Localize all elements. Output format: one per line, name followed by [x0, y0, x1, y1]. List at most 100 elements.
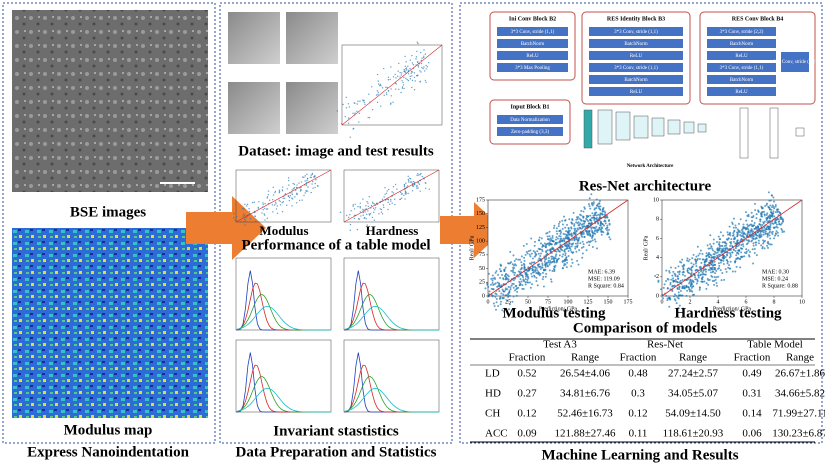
scatter-dot — [398, 88, 400, 90]
scatter-dot — [523, 268, 526, 271]
scatter-dot — [286, 188, 288, 190]
scatter-dot — [693, 274, 696, 277]
scatter-dot — [486, 282, 489, 285]
scatter-dot — [595, 214, 598, 217]
scatter-dot — [350, 210, 352, 212]
scatter-dot — [545, 261, 548, 264]
scatter-dot — [491, 279, 494, 282]
scatter-dot — [565, 256, 568, 259]
scatter-dot — [752, 230, 755, 233]
scatter-dot — [545, 272, 548, 275]
scatter-dot — [275, 208, 278, 210]
scatter-dot — [550, 258, 553, 261]
scatter-dot — [597, 213, 600, 216]
scatter-dot — [593, 230, 596, 233]
scatter-dot — [714, 278, 717, 281]
scatter-dot — [550, 278, 553, 281]
scatter-dot — [736, 256, 739, 259]
scatter-dot — [742, 226, 745, 229]
y-tick-label: 4 — [656, 255, 659, 261]
scatter-dot — [367, 116, 369, 119]
scatter-dot — [570, 251, 573, 254]
scatter-dot — [588, 205, 591, 208]
scatter-dot — [762, 239, 765, 242]
scatter-dot — [703, 280, 706, 283]
scatter-dot — [683, 274, 686, 277]
scatter-dot — [759, 220, 762, 223]
layer-label: 3*3 Conv, stride (2,2) — [720, 30, 764, 35]
scatter-dot — [599, 224, 602, 227]
scatter-dot — [560, 231, 563, 234]
scatter-dot — [572, 211, 575, 214]
architecture-caption: Network Architecture — [627, 164, 674, 169]
scatter-dot — [390, 88, 392, 90]
scatter-dot — [681, 271, 684, 274]
scatter-dot — [598, 200, 601, 203]
scatter-dot — [261, 212, 263, 214]
scatter-dot — [690, 282, 693, 285]
scatter-dot — [400, 74, 402, 76]
scatter-dot — [291, 189, 293, 191]
scatter-dot — [709, 247, 712, 250]
scatter-dot — [763, 226, 766, 229]
scatter-dot — [568, 245, 571, 248]
scatter-dot — [417, 66, 420, 68]
table-cell: 0.27 — [517, 388, 537, 400]
scatter-dot — [283, 197, 286, 199]
scatter-dot — [413, 89, 416, 91]
scatter-dot — [419, 70, 421, 72]
scatter-dot — [536, 250, 539, 253]
table-cell: 34.66±5.82 — [775, 388, 825, 400]
y-axis-label: Real/ GPa — [643, 235, 649, 260]
scatter-dot — [770, 243, 773, 246]
scatter-dot — [563, 250, 566, 253]
scatter-dot — [760, 244, 763, 247]
scatter-dot — [593, 216, 596, 219]
scatter-dot — [551, 236, 554, 239]
scatter-dot — [349, 136, 351, 138]
scatter-dot — [507, 292, 510, 295]
scatter-dot — [425, 81, 427, 83]
scatter-dot — [732, 232, 735, 235]
scatter-dot — [417, 60, 419, 63]
scatter-dot — [504, 273, 507, 276]
scatter-dot — [352, 128, 354, 130]
layer-box — [781, 52, 809, 72]
scatter-dot — [761, 229, 764, 232]
scatter-dot — [674, 299, 677, 302]
scatter-dot — [590, 193, 593, 196]
scatter-dot — [576, 242, 579, 245]
scatter-dot — [685, 294, 688, 297]
scatter-dot — [577, 228, 580, 231]
scatter-dot — [534, 251, 537, 254]
scatter-dot — [405, 68, 407, 70]
scatter-dot — [553, 270, 556, 273]
scatter-dot — [771, 214, 774, 217]
scatter-dot — [548, 263, 551, 266]
scatter-dot — [717, 243, 720, 246]
scatter-dot — [383, 94, 385, 96]
scatter-dot — [593, 218, 596, 221]
scatter-dot — [377, 83, 380, 85]
scatter-dot — [501, 309, 504, 312]
scatter-dot — [691, 290, 694, 293]
scatter-dot — [521, 284, 524, 287]
scatter-dot — [484, 287, 487, 290]
scatter-dot — [407, 79, 410, 82]
x-tick-label: 175 — [624, 299, 633, 305]
scatter-dot — [742, 236, 745, 239]
scatter-dot — [245, 217, 247, 219]
scatter-dot — [511, 300, 514, 303]
scatter-dot — [515, 264, 518, 267]
scatter-dot — [519, 268, 522, 271]
scatter-dot — [598, 208, 601, 211]
scatter-dot — [764, 204, 767, 207]
network-sketch — [583, 107, 805, 159]
scatter-dot — [558, 220, 561, 223]
mini-plot-frame — [343, 339, 440, 413]
scatter-dot — [722, 255, 725, 258]
scatter-dot — [555, 227, 558, 230]
scatter-dot — [681, 285, 684, 288]
scatter-dot — [508, 289, 511, 292]
scatter-dot — [286, 204, 288, 206]
